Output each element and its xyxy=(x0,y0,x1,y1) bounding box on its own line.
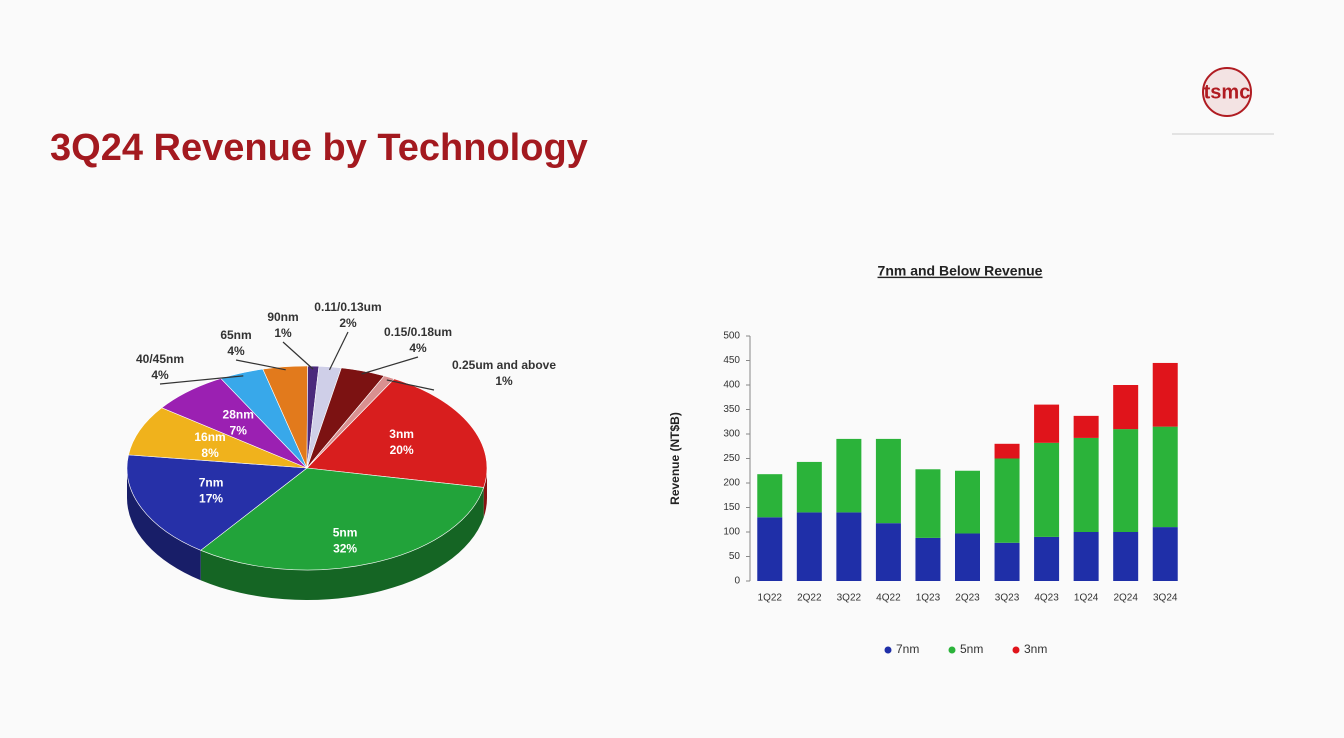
bar-segment xyxy=(1034,404,1060,443)
bar-segment xyxy=(875,438,901,524)
logo-circle xyxy=(1202,67,1252,117)
x-tick-label: 3Q24 xyxy=(1153,593,1178,604)
y-tick-label: 0 xyxy=(734,576,740,587)
bar-segment xyxy=(1152,527,1178,581)
legend-swatch xyxy=(1012,646,1020,654)
pie-value-label: 4% xyxy=(409,341,427,355)
bar-segment xyxy=(955,470,980,534)
y-tick-label: 400 xyxy=(723,380,740,391)
bar-segment xyxy=(994,443,1020,459)
pie-slice xyxy=(126,454,308,551)
bar-segment xyxy=(1034,536,1060,581)
x-tick-label: 2Q24 xyxy=(1113,593,1138,604)
x-tick-label: 2Q23 xyxy=(955,593,980,604)
pie-label: 65nm xyxy=(220,328,251,342)
y-tick-label: 150 xyxy=(723,502,740,513)
pie-label: 7nm xyxy=(199,475,224,489)
leader-line xyxy=(282,341,314,370)
bar-segment xyxy=(915,537,941,581)
pie-value-label: 20% xyxy=(390,443,414,457)
bar-segment xyxy=(1152,426,1178,528)
pie-label: 0.15/0.18um xyxy=(384,325,452,339)
x-tick-label: 4Q23 xyxy=(1034,593,1059,604)
y-tick-label: 100 xyxy=(723,527,740,538)
pie-value-label: 2% xyxy=(339,316,357,330)
pie-value-label: 32% xyxy=(333,541,357,555)
chart-title: 7nm and Below Revenue xyxy=(878,263,1043,279)
bar-segment xyxy=(1073,437,1099,532)
y-tick-label: 50 xyxy=(729,551,741,562)
bar-segment xyxy=(757,474,783,518)
bar-segment xyxy=(1073,532,1099,581)
leader-line xyxy=(328,331,349,371)
y-tick-label: 450 xyxy=(723,355,740,366)
legend-label: 7nm xyxy=(896,642,919,656)
pie-label: 28nm xyxy=(223,408,254,422)
leader-line xyxy=(361,356,419,375)
x-tick-label: 4Q22 xyxy=(876,593,901,604)
bar-segment xyxy=(1113,385,1139,430)
bar-segment xyxy=(915,469,941,538)
pie-slice-side xyxy=(483,468,487,518)
bar-segment xyxy=(994,542,1020,581)
pie-label: 90nm xyxy=(267,310,298,324)
pie-value-label: 8% xyxy=(201,446,219,460)
y-axis-label: Revenue (NT$B) xyxy=(668,412,682,505)
legend-swatch xyxy=(884,646,892,654)
pie-slice-side xyxy=(127,468,201,581)
x-tick-label: 1Q23 xyxy=(916,593,941,604)
pie-value-label: 4% xyxy=(151,368,169,382)
bar-segment xyxy=(955,533,980,581)
x-tick-label: 1Q22 xyxy=(758,593,783,604)
leader-line xyxy=(386,379,435,391)
pie-label: 40/45nm xyxy=(136,352,184,366)
bar-segment xyxy=(757,517,783,581)
pie-label: 5nm xyxy=(333,525,358,539)
y-tick-label: 350 xyxy=(723,404,740,415)
pie-label: 0.25um and above xyxy=(452,358,556,372)
bar-segment xyxy=(796,461,822,513)
legend-label: 3nm xyxy=(1024,642,1047,656)
x-tick-label: 1Q24 xyxy=(1074,593,1099,604)
pie-slice xyxy=(200,467,485,571)
slide-title: 3Q24 Revenue by Technology xyxy=(50,127,588,169)
leader-line xyxy=(235,359,286,371)
y-tick-label: 300 xyxy=(723,429,740,440)
pie-slice xyxy=(128,407,308,469)
pie-label: 3nm xyxy=(389,427,414,441)
legend-label: 5nm xyxy=(960,642,983,656)
pie-value-label: 4% xyxy=(227,344,245,358)
bar-segment xyxy=(836,438,862,513)
x-tick-label: 3Q22 xyxy=(837,593,862,604)
pie-slice-side xyxy=(200,487,484,600)
bar-segment xyxy=(1113,532,1139,581)
y-tick-label: 200 xyxy=(723,478,740,489)
bar-segment xyxy=(994,458,1020,543)
x-tick-label: 2Q22 xyxy=(797,593,822,604)
logo: tsmc xyxy=(1204,81,1251,103)
bar-segment xyxy=(836,512,862,581)
bar-segment xyxy=(1073,415,1099,438)
bar-segment xyxy=(1034,442,1060,537)
pie-slice xyxy=(306,375,395,469)
pie-value-label: 7% xyxy=(230,424,248,438)
bar-segment xyxy=(796,512,822,581)
leader-line xyxy=(159,375,244,385)
pie-value-label: 1% xyxy=(274,326,292,340)
y-tick-label: 500 xyxy=(723,331,740,342)
pie-value-label: 1% xyxy=(495,374,513,388)
bar-segment xyxy=(1113,429,1139,532)
pie-label: 16nm xyxy=(194,430,225,444)
legend-swatch xyxy=(948,646,956,654)
x-tick-label: 3Q23 xyxy=(995,593,1020,604)
y-tick-label: 250 xyxy=(723,453,740,464)
bar-segment xyxy=(875,523,901,581)
pie-label: 0.11/0.13um xyxy=(314,300,381,314)
pie-value-label: 17% xyxy=(199,491,223,505)
bar-segment xyxy=(1152,362,1178,427)
